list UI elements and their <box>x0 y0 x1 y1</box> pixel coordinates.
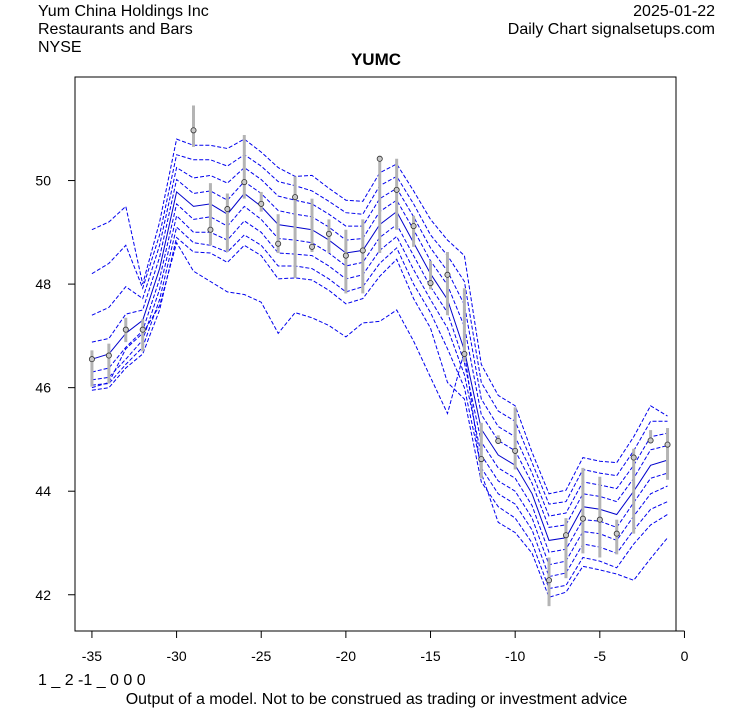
close-point <box>258 200 265 207</box>
series-line-lower2 <box>91 214 668 566</box>
close-point <box>495 437 502 444</box>
close-point <box>207 226 214 233</box>
close-point <box>579 515 586 522</box>
chart-source: Daily Chart signalsetups.com <box>507 21 715 38</box>
close-point <box>393 186 400 193</box>
close-point <box>630 454 637 461</box>
x-tick-label: -5 <box>594 648 607 664</box>
x-tick-label: -10 <box>505 648 525 664</box>
close-point <box>410 223 417 230</box>
series-line-lower5 <box>91 241 668 598</box>
close-point <box>376 155 383 162</box>
close-point <box>461 350 468 357</box>
close-point <box>596 516 603 523</box>
y-tick-label: 46 <box>35 380 51 396</box>
x-tick-label: -35 <box>82 648 102 664</box>
model-code: 1 _ 2 -1 _ 0 0 0 <box>38 672 146 689</box>
close-point <box>241 179 248 186</box>
close-point <box>122 326 129 333</box>
exchange-label: NYSE <box>38 39 82 56</box>
chart-title: YUMC <box>351 50 401 69</box>
close-point <box>562 532 569 539</box>
x-tick-label: -25 <box>251 648 271 664</box>
y-axis: 42 44 46 48 50 <box>35 173 76 603</box>
y-tick-label: 50 <box>35 173 51 189</box>
close-point <box>664 441 671 448</box>
x-tick-label: -30 <box>166 648 186 664</box>
x-tick-label: -15 <box>420 648 440 664</box>
y-tick-label: 44 <box>35 483 51 499</box>
close-point <box>88 356 95 363</box>
close-point <box>478 456 485 463</box>
close-point <box>139 326 146 333</box>
close-point <box>224 206 231 213</box>
chart-date: 2025-01-22 <box>633 3 715 20</box>
close-points <box>88 127 671 584</box>
close-point <box>546 577 553 584</box>
company-name: Yum China Holdings Inc <box>38 3 209 20</box>
y-tick-label: 42 <box>35 587 51 603</box>
close-point <box>512 447 519 454</box>
close-point <box>359 247 366 254</box>
series-line-upper2 <box>91 166 668 517</box>
x-axis: -35 -30 -25 -20 -15 -10 -5 0 <box>82 630 689 664</box>
x-tick-label: 0 <box>681 648 689 664</box>
close-point <box>613 530 620 537</box>
close-point <box>444 271 451 278</box>
series-line-lower3 <box>91 226 668 578</box>
series-line-lower4 <box>91 236 668 590</box>
series-line-upper4 <box>91 138 668 495</box>
x-tick-label: -20 <box>336 648 356 664</box>
close-point <box>292 194 299 201</box>
price-range-bars <box>90 105 670 607</box>
close-point <box>105 352 112 359</box>
plot-frame <box>74 76 677 632</box>
close-point <box>427 280 434 287</box>
series-line-lower1 <box>91 202 668 553</box>
disclaimer: Output of a model. Not to be construed a… <box>125 691 628 708</box>
close-point <box>275 240 282 247</box>
y-tick-label: 48 <box>35 276 51 292</box>
close-point <box>309 243 316 250</box>
close-point <box>190 127 197 134</box>
close-point <box>647 437 654 444</box>
close-point <box>325 230 332 237</box>
close-point <box>342 252 349 259</box>
industry-label: Restaurants and Bars <box>38 21 193 38</box>
